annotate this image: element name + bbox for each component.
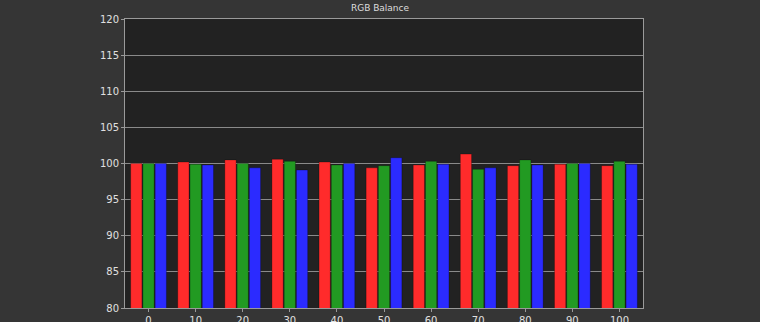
svg-text:70: 70: [472, 315, 485, 322]
svg-text:10: 10: [189, 315, 202, 322]
svg-text:RGB Balance: RGB Balance: [351, 3, 410, 13]
svg-text:100: 100: [100, 158, 119, 169]
svg-text:60: 60: [425, 315, 438, 322]
svg-text:20: 20: [236, 315, 249, 322]
svg-text:120: 120: [100, 14, 119, 25]
svg-text:0: 0: [145, 315, 151, 322]
svg-text:85: 85: [106, 266, 119, 277]
svg-text:110: 110: [100, 86, 119, 97]
svg-text:80: 80: [106, 303, 119, 314]
svg-text:115: 115: [100, 50, 119, 61]
svg-text:50: 50: [378, 315, 391, 322]
svg-text:40: 40: [331, 315, 344, 322]
svg-text:90: 90: [106, 230, 119, 241]
svg-text:30: 30: [283, 315, 296, 322]
svg-text:80: 80: [519, 315, 532, 322]
svg-text:95: 95: [106, 194, 119, 205]
svg-text:100: 100: [610, 315, 629, 322]
svg-text:90: 90: [566, 315, 579, 322]
svg-text:105: 105: [100, 122, 119, 133]
